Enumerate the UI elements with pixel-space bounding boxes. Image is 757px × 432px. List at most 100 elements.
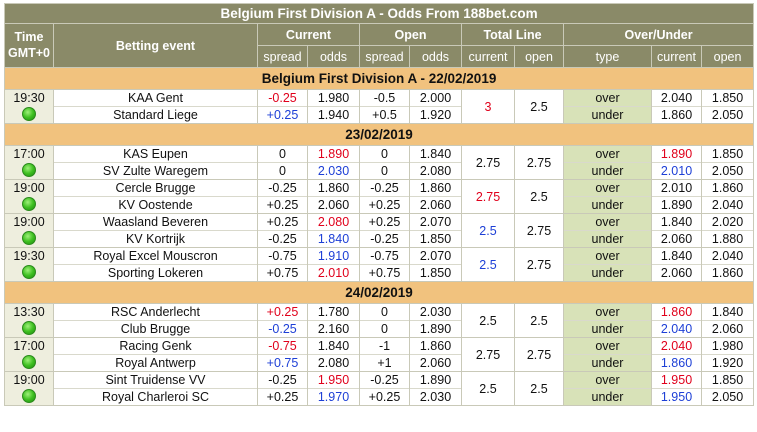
- open-spread-cell: -0.75 +0.75: [359, 247, 410, 282]
- away-team[interactable]: Sporting Lokeren: [54, 264, 257, 281]
- ou-open-away: 1.880: [702, 230, 753, 247]
- ou-open-home: 2.020: [711, 215, 744, 229]
- ou-open-cell: 1.860 2.040: [700, 179, 755, 214]
- open-spread-away: +0.75: [360, 264, 409, 281]
- betting-event-cell[interactable]: KAA Gent Standard Liege: [53, 89, 258, 124]
- current-odds-home: 1.840: [317, 339, 350, 353]
- open-spread-cell: -0.5 +0.5: [359, 89, 410, 124]
- ou-current-cell: 1.950 1.950: [651, 371, 702, 406]
- away-team[interactable]: Club Brugge: [54, 320, 257, 337]
- home-team[interactable]: Sint Truidense VV: [105, 373, 206, 387]
- ou-open-cell: 1.850 2.050: [700, 89, 755, 124]
- ou-type-home: over: [595, 339, 620, 353]
- home-team[interactable]: KAA Gent: [128, 91, 183, 105]
- current-odds-away: 2.060: [308, 196, 359, 213]
- header-open: Open: [359, 23, 462, 46]
- open-odds-home: 2.030: [419, 305, 452, 319]
- current-odds-home: 1.910: [317, 249, 350, 263]
- ou-open-cell: 1.980 1.920: [700, 337, 755, 372]
- ou-type-cell: over under: [563, 247, 652, 282]
- ou-open-away: 2.040: [702, 196, 753, 213]
- home-team[interactable]: KAS Eupen: [123, 147, 188, 161]
- current-spread-away: +0.25: [258, 106, 307, 123]
- ou-current-home: 1.840: [660, 249, 693, 263]
- open-odds-cell: 2.030 1.890: [409, 303, 462, 338]
- ou-current-cell: 2.040 1.860: [651, 89, 702, 124]
- ou-type-away: under: [564, 196, 651, 213]
- ou-open-away: 2.050: [702, 106, 753, 123]
- away-team[interactable]: Royal Charleroi SC: [54, 388, 257, 405]
- ou-open-home: 1.850: [711, 147, 744, 161]
- live-status-icon: [22, 265, 36, 279]
- open-odds-away: 2.030: [410, 388, 461, 405]
- home-team[interactable]: Racing Genk: [119, 339, 192, 353]
- open-spread-cell: -1 +1: [359, 337, 410, 372]
- current-odds-home: 1.780: [317, 305, 350, 319]
- away-team[interactable]: Standard Liege: [54, 106, 257, 123]
- total-line-open: 2.75: [514, 247, 564, 282]
- betting-event-cell[interactable]: Sint Truidense VV Royal Charleroi SC: [53, 371, 258, 406]
- home-team[interactable]: Cercle Brugge: [115, 181, 196, 195]
- current-odds-away: 2.010: [308, 264, 359, 281]
- away-team[interactable]: KV Oostende: [54, 196, 257, 213]
- open-odds-cell: 1.860 2.060: [409, 337, 462, 372]
- ou-open-home: 1.840: [711, 305, 744, 319]
- open-odds-away: 2.060: [410, 196, 461, 213]
- betting-event-cell[interactable]: KAS Eupen SV Zulte Waregem: [53, 145, 258, 180]
- ou-current-away: 2.060: [652, 230, 701, 247]
- ou-type-home: over: [595, 305, 620, 319]
- match-row[interactable]: 19:00 Cercle Brugge KV Oostende -0.25 +0.25 1…: [4, 179, 755, 214]
- open-spread-home: -0.25: [370, 181, 399, 195]
- away-team[interactable]: Royal Antwerp: [54, 354, 257, 371]
- open-odds-away: 2.060: [410, 354, 461, 371]
- ou-current-away: 1.890: [652, 196, 701, 213]
- current-odds-away: 1.970: [308, 388, 359, 405]
- total-line-current: 2.75: [461, 179, 515, 214]
- current-spread-cell: -0.25 +0.25: [257, 89, 308, 124]
- odds-table: Belgium First Division A - Odds From 188…: [3, 3, 755, 406]
- home-team[interactable]: Waasland Beveren: [102, 215, 209, 229]
- betting-event-cell[interactable]: Waasland Beveren KV Kortrijk: [53, 213, 258, 248]
- section-header: 24/02/2019: [3, 281, 755, 304]
- match-row[interactable]: 19:00 Sint Truidense VV Royal Charleroi SC…: [4, 371, 755, 406]
- open-spread-away: +0.5: [360, 106, 409, 123]
- match-row[interactable]: 19:30 Royal Excel Mouscron Sporting Lokere…: [4, 247, 755, 282]
- ou-open-cell: 2.040 1.860: [700, 247, 755, 282]
- match-row[interactable]: 13:30 RSC Anderlecht Club Brugge +0.25 -0.25…: [4, 303, 755, 338]
- betting-event-cell[interactable]: Cercle Brugge KV Oostende: [53, 179, 258, 214]
- open-odds-cell: 1.890 2.030: [409, 371, 462, 406]
- match-time-cell: 19:30: [4, 89, 54, 124]
- current-odds-cell: 1.780 2.160: [307, 303, 360, 338]
- away-team[interactable]: SV Zulte Waregem: [54, 162, 257, 179]
- match-row[interactable]: 19:00 Waasland Beveren KV Kortrijk +0.25 -0.…: [4, 213, 755, 248]
- ou-type-cell: over under: [563, 371, 652, 406]
- open-odds-cell: 1.840 2.080: [409, 145, 462, 180]
- match-time: 19:30: [13, 249, 45, 263]
- match-row[interactable]: 17:00 KAS Eupen SV Zulte Waregem 0 0 1.890 2.0…: [4, 145, 755, 180]
- betting-event-cell[interactable]: Royal Excel Mouscron Sporting Lokeren: [53, 247, 258, 282]
- match-row[interactable]: 19:30 KAA Gent Standard Liege -0.25 +0.25 1.9…: [4, 89, 755, 124]
- match-time: 19:00: [13, 181, 45, 195]
- ou-current-cell: 2.010 1.890: [651, 179, 702, 214]
- open-odds-home: 2.070: [419, 215, 452, 229]
- home-team[interactable]: RSC Anderlecht: [111, 305, 200, 319]
- betting-event-cell[interactable]: RSC Anderlecht Club Brugge: [53, 303, 258, 338]
- betting-event-cell[interactable]: Racing Genk Royal Antwerp: [53, 337, 258, 372]
- home-team[interactable]: Royal Excel Mouscron: [93, 249, 218, 263]
- ou-current-home: 1.840: [660, 215, 693, 229]
- ou-type-home: over: [595, 373, 620, 387]
- match-row[interactable]: 17:00 Racing Genk Royal Antwerp -0.75 +0.75 1…: [4, 337, 755, 372]
- open-spread-home: -0.75: [370, 249, 399, 263]
- total-line-open: 2.75: [514, 213, 564, 248]
- ou-open-home: 1.850: [711, 373, 744, 387]
- ou-type-cell: over under: [563, 145, 652, 180]
- current-spread-away: +0.75: [258, 264, 307, 281]
- away-team[interactable]: KV Kortrijk: [54, 230, 257, 247]
- ou-current-cell: 1.840 2.060: [651, 247, 702, 282]
- ou-type-away: under: [564, 230, 651, 247]
- live-status-icon: [22, 321, 36, 335]
- ou-current-away: 1.860: [652, 354, 701, 371]
- total-line-current: 2.5: [461, 247, 515, 282]
